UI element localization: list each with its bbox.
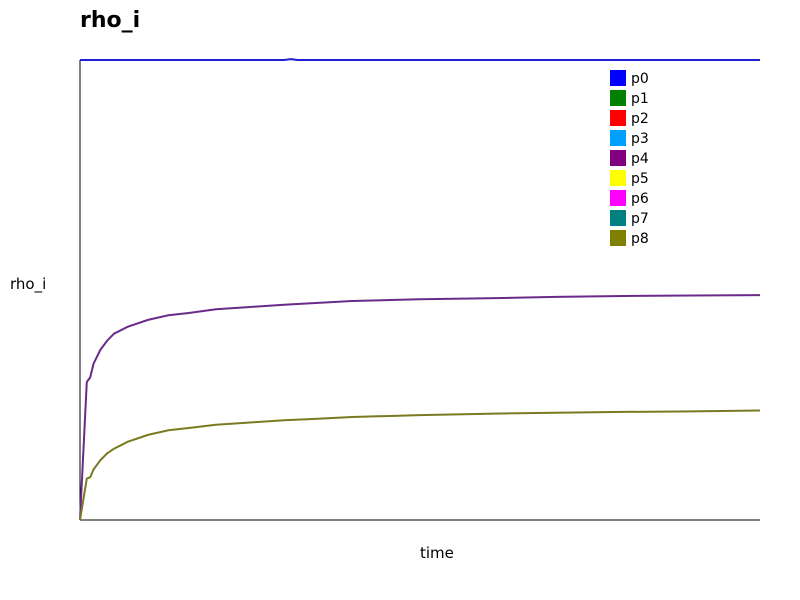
legend-swatch-p2: [610, 110, 626, 126]
curve-2: [79, 409, 761, 521]
axes: [79, 60, 760, 521]
legend-swatch-p8: [610, 230, 626, 246]
legend-swatch-p7: [610, 210, 626, 226]
y-axis-label: rho_i: [10, 275, 47, 293]
legend-swatch-p5: [610, 170, 626, 186]
legend-label-p2: p2: [631, 111, 649, 127]
legend-swatch-p1: [610, 90, 626, 106]
legend: p0 p1 p2 p3 p4 p5 p6 p7 p8: [610, 70, 649, 247]
legend-swatch-p3: [610, 130, 626, 146]
legend-label-p0: p0: [631, 71, 649, 87]
legend-label-p3: p3: [631, 131, 649, 147]
legend-swatch-p6: [610, 190, 626, 206]
legend-swatch-p4: [610, 150, 626, 166]
series-lines: [79, 58, 761, 521]
legend-label-p7: p7: [631, 211, 649, 227]
legend-label-p6: p6: [631, 191, 649, 207]
legend-label-p4: p4: [631, 151, 649, 167]
x-axis-label: time: [420, 544, 454, 562]
legend-swatch-p0: [610, 70, 626, 86]
legend-label-p8: p8: [631, 231, 649, 247]
legend-label-p1: p1: [631, 91, 649, 107]
chart-title: rho_i: [80, 8, 141, 33]
curve-1: [79, 294, 761, 521]
legend-label-p5: p5: [631, 171, 649, 187]
curve-0: [80, 58, 760, 61]
